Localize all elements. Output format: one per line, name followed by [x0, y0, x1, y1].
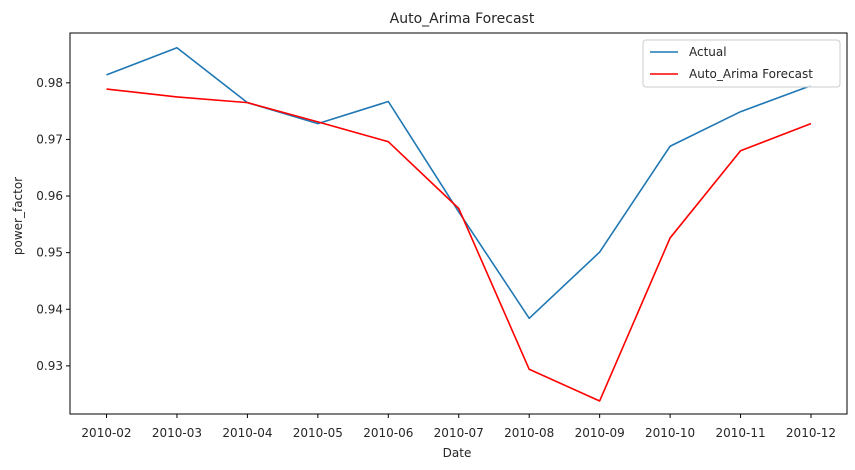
x-tick-label: 2010-12 — [786, 426, 836, 440]
x-tick-label: 2010-05 — [293, 426, 343, 440]
x-tick-label: 2010-03 — [152, 426, 202, 440]
y-tick-label: 0.94 — [36, 302, 63, 316]
x-tick-label: 2010-06 — [363, 426, 413, 440]
y-tick-label: 0.93 — [36, 359, 63, 373]
x-tick-label: 2010-09 — [575, 426, 625, 440]
legend-box — [642, 39, 841, 88]
legend-label: Auto_Arima Forecast — [689, 67, 813, 81]
y-tick-label: 0.98 — [36, 76, 63, 90]
x-axis-title: Date — [443, 446, 472, 460]
legend-label: Actual — [689, 45, 727, 59]
y-axis: 0.93 0.94 0.95 0.96 0.97 0.98 — [36, 76, 70, 373]
y-tick-label: 0.96 — [36, 189, 63, 203]
chart-title: Auto_Arima Forecast — [390, 11, 535, 27]
y-tick-label: 0.97 — [36, 132, 63, 146]
x-tick-label: 2010-11 — [715, 426, 765, 440]
legend: Actual Auto_Arima Forecast — [642, 39, 841, 88]
series-line-actual — [106, 46, 812, 320]
y-tick-label: 0.95 — [36, 246, 63, 260]
y-axis-title: power_factor — [11, 177, 25, 255]
x-axis: 2010-02 2010-03 2010-04 2010-05 2010-06 2010-… — [81, 414, 836, 440]
x-tick-label: 2010-10 — [645, 426, 695, 440]
x-tick-label: 2010-07 — [434, 426, 484, 440]
series-line-forecast — [106, 88, 812, 402]
x-tick-label: 2010-04 — [222, 426, 272, 440]
x-tick-label: 2010-02 — [81, 426, 131, 440]
plot-area — [69, 32, 848, 415]
series-lines — [106, 46, 812, 402]
x-tick-label: 2010-08 — [504, 426, 554, 440]
